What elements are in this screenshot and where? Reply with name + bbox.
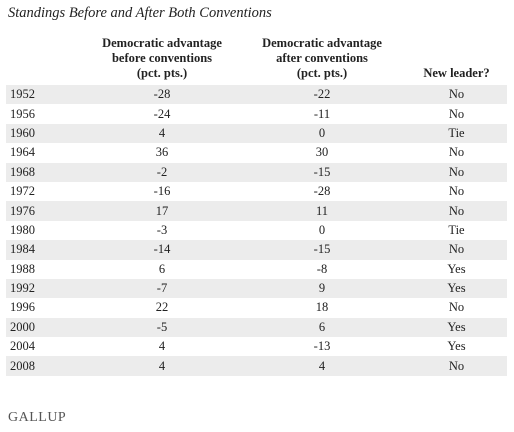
value-cell: Yes	[406, 278, 507, 299]
value-cell: -13	[313, 339, 331, 354]
value-cell: -14	[86, 240, 238, 260]
value-cell: No	[406, 201, 507, 221]
value-cell: No	[406, 240, 507, 260]
header-line: New leader?	[423, 66, 490, 80]
table-row: 2004 4 -13 Yes	[6, 337, 507, 356]
header-row: Democratic advantage before conventions (p…	[6, 36, 507, 85]
value-cell: No	[448, 300, 465, 315]
value-cell: -22	[238, 85, 406, 105]
year-cell: 2008	[6, 356, 86, 376]
header-line: (pct. pts.)	[136, 66, 188, 80]
table-row: 1988 6 -8 Yes	[6, 260, 507, 279]
year-cell: 1960	[6, 123, 86, 144]
value-cell: 17	[86, 201, 238, 221]
table-row: 1972 -16 -28 No	[6, 182, 507, 201]
header-line: Democratic advantage	[262, 36, 382, 50]
value-cell: 22	[155, 300, 169, 315]
value-cell: -28	[313, 184, 331, 199]
value-cell: -8	[316, 261, 328, 276]
table-row: 2000 -5 6 Yes	[6, 317, 507, 338]
column-header	[6, 36, 86, 85]
standings-table: Democratic advantage before conventions (p…	[6, 36, 507, 376]
value-cell: -16	[153, 184, 171, 199]
table-row: 1992 -7 9 Yes	[6, 278, 507, 299]
value-cell: Yes	[447, 261, 466, 276]
value-cell: -15	[238, 162, 406, 182]
value-cell: 6	[238, 317, 406, 338]
value-cell: -5	[86, 317, 238, 338]
year-cell: 1996	[10, 300, 35, 315]
value-cell: No	[448, 184, 465, 199]
year-cell: 1964	[10, 145, 35, 160]
year-cell: 1980	[10, 222, 35, 237]
value-cell: No	[406, 356, 507, 376]
year-cell: 1956	[10, 106, 35, 121]
year-cell: 1988	[10, 261, 35, 276]
year-cell: 1968	[6, 162, 86, 182]
value-cell: No	[406, 162, 507, 182]
header-line: Democratic advantage	[102, 36, 222, 50]
header-line: before conventions	[111, 51, 213, 65]
value-cell: -7	[86, 278, 238, 299]
value-cell: Yes	[447, 339, 466, 354]
table-row: 1976 17 11 No	[6, 201, 507, 221]
table-body: 1952 -28 -22 No 1956 -24 -11 No 1960 4 0 Tie 1964 36 3…	[6, 85, 507, 376]
footer-logo: GALLUP	[8, 410, 67, 425]
year-cell: 1952	[6, 85, 86, 105]
value-cell: Yes	[406, 317, 507, 338]
value-cell: -11	[313, 106, 331, 121]
value-cell: 0	[238, 123, 406, 144]
value-cell: 4	[86, 356, 238, 376]
value-cell: -24	[153, 106, 171, 121]
value-cell: Tie	[448, 222, 465, 237]
value-cell: 36	[155, 145, 169, 160]
year-cell: 1992	[6, 278, 86, 299]
value-cell: No	[448, 145, 465, 160]
year-cell: 1984	[6, 240, 86, 260]
value-cell: 4	[86, 123, 238, 144]
column-header: Democratic advantage after conventions (pc…	[238, 36, 406, 85]
header-line: after conventions	[276, 51, 368, 65]
value-cell: No	[448, 106, 465, 121]
table-row: 2008 4 4 No	[6, 356, 507, 376]
column-header: New leader?	[406, 36, 507, 85]
table-row: 1960 4 0 Tie	[6, 123, 507, 144]
year-cell: 1976	[6, 201, 86, 221]
value-cell: 0	[318, 222, 326, 237]
value-cell: 11	[238, 201, 406, 221]
title: Standings Before and After Both Conventi…	[8, 5, 272, 21]
year-cell: 1972	[10, 184, 35, 199]
value-cell: 9	[238, 278, 406, 299]
table-row: 1952 -28 -22 No	[6, 85, 507, 105]
header-line: (pct. pts.)	[296, 66, 348, 80]
value-cell: Tie	[406, 123, 507, 144]
value-cell: -15	[238, 240, 406, 260]
table-row: 1964 36 30 No	[6, 143, 507, 162]
value-cell: 4	[158, 339, 166, 354]
value-cell: No	[406, 85, 507, 105]
value-cell: 4	[238, 356, 406, 376]
table-row: 1956 -24 -11 No	[6, 104, 507, 123]
column-header: Democratic advantage before conventions (p…	[86, 36, 238, 85]
value-cell: 18	[315, 300, 329, 315]
table-row: 1996 22 18 No	[6, 298, 507, 317]
value-cell: -3	[156, 222, 168, 237]
table-row: 1968 -2 -15 No	[6, 162, 507, 182]
year-cell: 2000	[6, 317, 86, 338]
table-row: 1980 -3 0 Tie	[6, 221, 507, 240]
table-row: 1984 -14 -15 No	[6, 240, 507, 260]
value-cell: -2	[86, 162, 238, 182]
year-cell: 2004	[10, 339, 35, 354]
value-cell: 6	[158, 261, 166, 276]
value-cell: 30	[315, 145, 329, 160]
value-cell: -28	[86, 85, 238, 105]
